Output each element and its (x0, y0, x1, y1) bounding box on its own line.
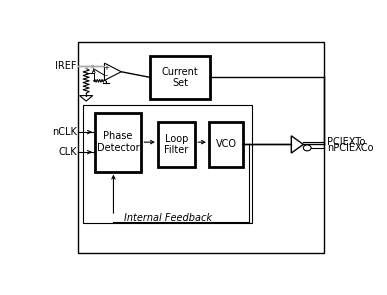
Text: Loop
Filter: Loop Filter (164, 134, 189, 155)
Text: Current
Set: Current Set (162, 67, 199, 88)
Text: Internal Feedback: Internal Feedback (123, 213, 212, 223)
Text: nPCIEXCo: nPCIEXCo (327, 143, 374, 153)
Text: VCO: VCO (216, 140, 236, 150)
Bar (78, 42, 324, 253)
Text: -: - (105, 71, 108, 80)
Bar (83, 105, 252, 223)
Text: Phase
Detector: Phase Detector (97, 131, 139, 153)
Polygon shape (104, 63, 121, 80)
Bar (209, 122, 243, 167)
Text: CLK: CLK (58, 147, 77, 157)
Bar (150, 56, 211, 99)
Text: +: + (103, 65, 109, 71)
Text: nCLK: nCLK (52, 127, 77, 137)
Text: IREF: IREF (55, 61, 77, 71)
Polygon shape (291, 136, 303, 153)
Bar (158, 122, 195, 167)
Circle shape (303, 145, 311, 151)
Text: PCIEXTo: PCIEXTo (327, 137, 366, 147)
Bar (95, 113, 141, 172)
